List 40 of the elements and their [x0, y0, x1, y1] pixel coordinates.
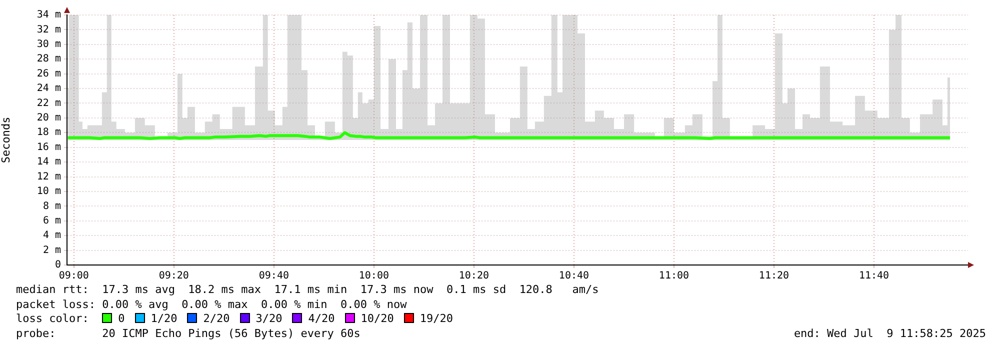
y-tick-label: 8 m	[42, 200, 61, 212]
legend-label: 19/20	[420, 312, 453, 325]
legend-label: 4/20	[308, 312, 335, 325]
y-tick-label: 12 m	[36, 171, 61, 182]
y-tick-label: 24 m	[36, 83, 61, 94]
x-tick-label: 11:00	[658, 270, 690, 282]
legend-label: 1/20	[150, 312, 178, 325]
text: probe: 20 ICMP Echo Pings (56 Bytes) every 60s	[16, 326, 360, 340]
legend-title: loss color:	[16, 312, 90, 325]
y-tick-label: 32 m	[36, 24, 61, 36]
text: median rtt: 17.3 ms avg 18.2 ms max 17.1 ms min 17.3 ms now 0.1 ms sd 120.8 am/s	[16, 283, 600, 298]
y-tick-label: 34 m	[36, 10, 61, 21]
x-tick-label: 09:40	[258, 270, 289, 282]
y-tick-label: 0	[54, 260, 61, 271]
legend-label: 2/20	[203, 312, 230, 325]
y-tick-label: 22 m	[36, 98, 61, 109]
legend-label: 10/20	[360, 312, 394, 325]
y-tick-label: 2 m	[42, 244, 61, 256]
x-tick-label: 10:00	[358, 270, 389, 282]
text: packet loss: 0.00 % avg 0.00 % max 0.00 % min 0.00 % now	[16, 298, 408, 312]
x-tick-label: 10:40	[558, 270, 590, 282]
y-tick-label: 18 m	[36, 127, 61, 138]
y-axis-title: Seconds	[0, 116, 12, 164]
legend-label: 3/20	[256, 312, 282, 325]
y-tick-label: 16 m	[36, 142, 61, 153]
x-tick-label: 11:40	[858, 270, 890, 282]
y-tick-label: 10 m	[36, 186, 61, 198]
x-tick-label: 09:20	[158, 270, 189, 282]
y-tick-label: 28 m	[36, 54, 61, 65]
x-tick-label: 10:20	[458, 270, 489, 282]
y-tick-label: 14 m	[36, 156, 61, 168]
legend-label: 0	[118, 312, 125, 325]
x-tick-label: 11:20	[758, 270, 790, 282]
x-tick-label: 09:00	[58, 270, 89, 282]
y-tick-label: 30 m	[36, 39, 61, 50]
y-tick-label: 4 m	[42, 230, 61, 242]
y-tick-label: 6 m	[42, 215, 61, 226]
y-tick-label: 20 m	[36, 112, 61, 124]
y-tick-label: 26 m	[36, 68, 61, 80]
text: end: Wed Jul 9 11:58:25 2025	[794, 326, 986, 341]
